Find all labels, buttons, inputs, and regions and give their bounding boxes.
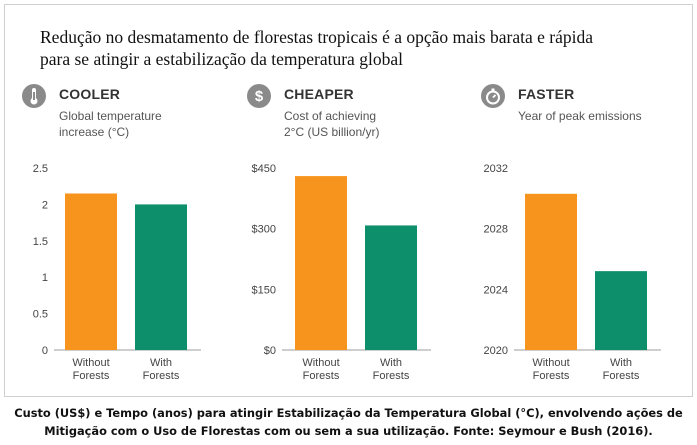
panel-subtitle: Year of peak emissions <box>518 109 642 123</box>
panel-title: COOLER <box>59 86 121 102</box>
x-category-label: Without Forests <box>532 357 569 382</box>
y-tick-label: 2 <box>42 199 48 211</box>
panel-subtitle: Cost of achieving 2°C (US billion/yr) <box>284 109 380 139</box>
thermometer-icon <box>22 84 46 108</box>
panel-title: FASTER <box>518 86 575 102</box>
y-tick-label: 2028 <box>484 224 508 236</box>
headline-line-1: Redução no desmatamento de florestas tro… <box>40 27 593 47</box>
y-tick-label: 0 <box>42 345 48 357</box>
x-category-label: With Forests <box>603 357 640 382</box>
y-tick-label: $150 <box>252 284 276 296</box>
figure-caption: Custo (US$) e Tempo (anos) para atingir … <box>0 404 697 440</box>
x-category-label: With Forests <box>373 357 410 382</box>
figure-headline: Redução no desmatamento de florestas tro… <box>40 26 690 70</box>
y-tick-label: 1 <box>42 272 48 284</box>
y-tick-label: 1.5 <box>33 236 48 248</box>
bar-without-forests <box>65 193 117 350</box>
y-tick-label: $300 <box>252 224 276 236</box>
bar-with-forests <box>135 204 187 350</box>
x-category-label: Without Forests <box>302 357 339 382</box>
y-tick-label: $0 <box>264 345 276 357</box>
charts-canvas: 0 0.5 1 1.5 2 2.5 Without Forests With Forests $0 $… <box>33 163 661 382</box>
x-category-label: Without Forests <box>72 357 109 382</box>
x-category-label: With Forests <box>143 357 180 382</box>
caption-line-2: Mitigação com o Uso de Florestas com ou … <box>44 424 653 438</box>
bar-with-forests <box>595 271 647 350</box>
bar-without-forests <box>295 176 347 350</box>
panel-subtitle: Global temperature increase (°C) <box>59 109 162 139</box>
figure-frame <box>4 4 693 397</box>
bar-with-forests <box>365 225 417 350</box>
headline-line-2: para se atingir a estabilização da tempe… <box>40 49 403 69</box>
panel-title: CHEAPER <box>284 86 354 102</box>
y-tick-label: 0.5 <box>33 309 48 321</box>
bar-without-forests <box>525 193 577 350</box>
y-tick-label: $450 <box>252 163 276 175</box>
y-tick-label: 2024 <box>484 284 508 296</box>
y-tick-label: 2032 <box>484 163 508 175</box>
caption-line-1: Custo (US$) e Tempo (anos) para atingir … <box>14 406 683 420</box>
dollar-icon: $ <box>247 84 271 108</box>
stopwatch-icon <box>481 84 505 108</box>
y-tick-label: 2.5 <box>33 163 48 175</box>
svg-text:$: $ <box>255 88 264 105</box>
y-tick-label: 2020 <box>484 345 508 357</box>
